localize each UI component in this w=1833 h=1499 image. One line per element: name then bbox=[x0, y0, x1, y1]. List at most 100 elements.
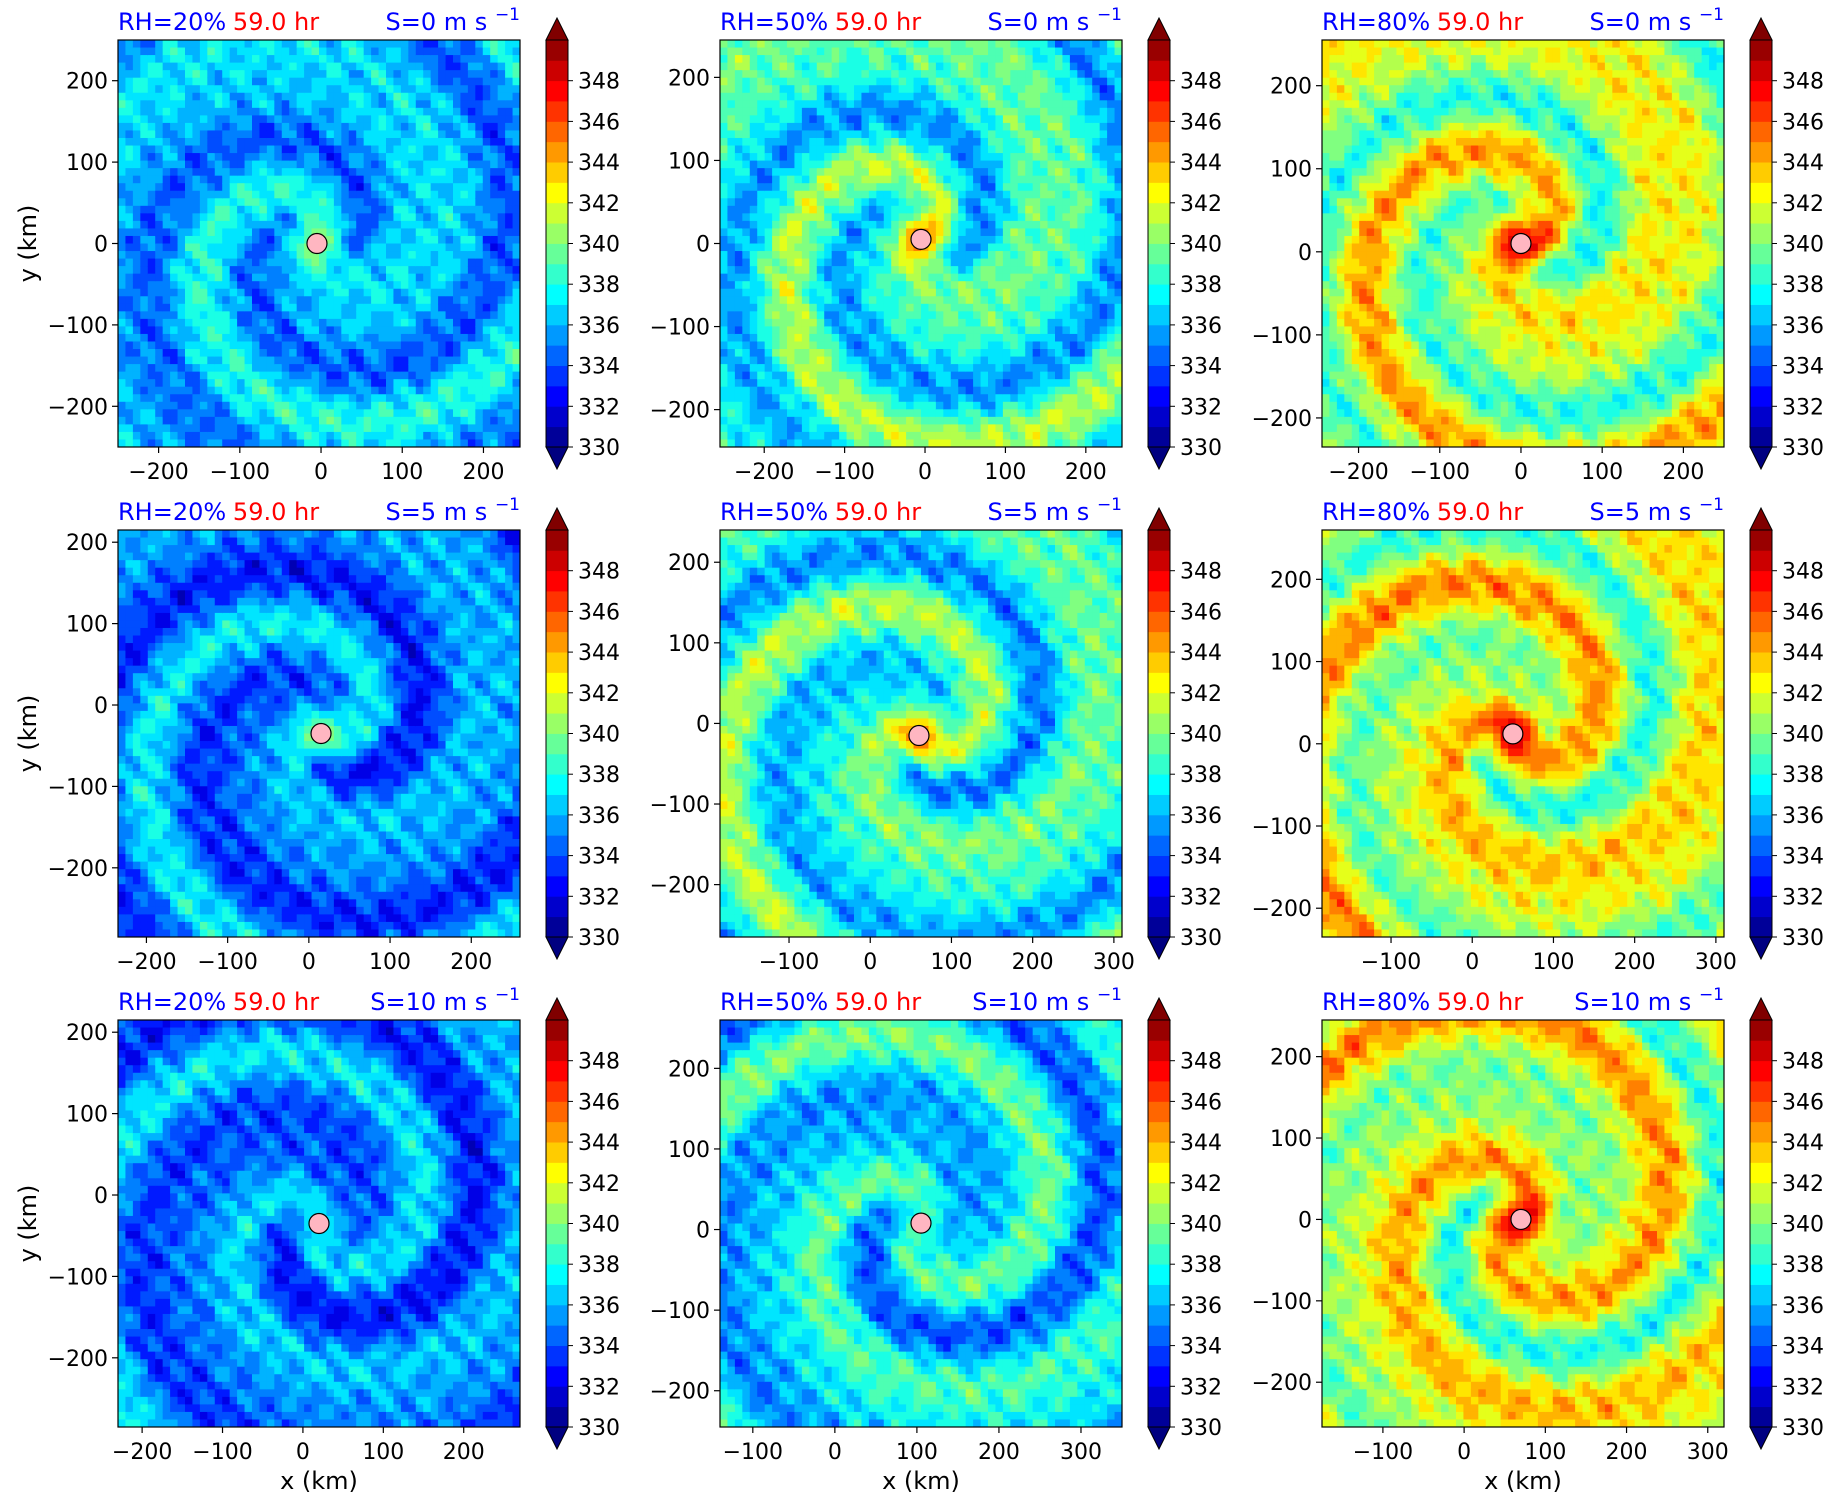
heatmap-cell bbox=[363, 288, 372, 297]
heatmap-cell bbox=[749, 288, 758, 297]
heatmap-cell bbox=[453, 379, 462, 388]
heatmap-cell bbox=[505, 62, 514, 71]
heatmap-cell bbox=[876, 190, 885, 199]
heatmap-cell bbox=[913, 333, 922, 343]
heatmap-cell bbox=[408, 235, 417, 245]
heatmap-cell bbox=[475, 122, 484, 132]
heatmap-cell bbox=[356, 183, 365, 192]
heatmap-cell bbox=[973, 145, 982, 154]
heatmap-cell bbox=[147, 40, 156, 49]
heatmap-cell bbox=[482, 137, 491, 147]
heatmap-cell bbox=[505, 303, 514, 312]
heatmap-cell bbox=[482, 296, 491, 305]
heatmap-cell bbox=[973, 431, 982, 441]
heatmap-cell bbox=[787, 213, 796, 222]
heatmap-cell bbox=[831, 145, 840, 154]
heatmap-cell bbox=[393, 243, 402, 252]
heatmap-cell bbox=[883, 258, 892, 267]
heatmap-cell bbox=[155, 364, 164, 373]
heatmap-cell bbox=[378, 205, 387, 214]
heatmap-cell bbox=[266, 235, 275, 245]
heatmap-cell bbox=[244, 122, 253, 132]
heatmap-cell bbox=[749, 394, 758, 403]
heatmap-cell bbox=[846, 235, 855, 245]
heatmap-cell bbox=[170, 198, 179, 207]
heatmap-cell bbox=[816, 190, 825, 199]
heatmap-cell bbox=[883, 386, 892, 395]
heatmap-cell bbox=[906, 401, 915, 410]
heatmap-cell bbox=[118, 137, 127, 147]
heatmap-cell bbox=[266, 62, 275, 71]
heatmap-cell bbox=[125, 235, 134, 245]
heatmap-cell bbox=[906, 205, 915, 214]
heatmap-cell bbox=[490, 115, 499, 124]
heatmap-cell bbox=[445, 107, 454, 116]
heatmap-cell bbox=[868, 326, 877, 335]
heatmap-cell bbox=[943, 266, 952, 275]
heatmap-cell bbox=[155, 168, 164, 177]
heatmap-cell bbox=[445, 70, 454, 79]
heatmap-cell bbox=[430, 85, 439, 94]
heatmap-cell bbox=[861, 303, 870, 312]
heatmap-cell bbox=[371, 439, 380, 447]
heatmap-cell bbox=[400, 145, 409, 154]
heatmap-cell bbox=[400, 168, 409, 177]
heatmap-cell bbox=[772, 431, 781, 441]
heatmap-cell bbox=[854, 115, 863, 124]
heatmap-cell bbox=[958, 190, 967, 199]
heatmap-cell bbox=[475, 318, 484, 328]
heatmap-cell bbox=[935, 386, 944, 395]
heatmap-cell bbox=[460, 145, 469, 154]
heatmap-cell bbox=[304, 62, 313, 71]
heatmap-cell bbox=[861, 431, 870, 441]
heatmap-cell bbox=[237, 213, 246, 222]
heatmap-cell bbox=[393, 371, 402, 380]
heatmap-cell bbox=[831, 92, 840, 101]
heatmap-cell bbox=[311, 168, 320, 177]
heatmap-cell bbox=[794, 70, 803, 79]
heatmap-cell bbox=[438, 205, 447, 214]
heatmap-cell bbox=[868, 431, 877, 441]
heatmap-cell bbox=[386, 371, 395, 380]
heatmap-cell bbox=[319, 258, 328, 267]
heatmap-cell bbox=[453, 296, 462, 305]
heatmap-cell bbox=[965, 220, 974, 230]
heatmap-cell bbox=[950, 160, 959, 169]
heatmap-cell bbox=[378, 266, 387, 275]
heatmap-cell bbox=[341, 416, 350, 425]
heatmap-cell bbox=[883, 266, 892, 275]
heatmap-cell bbox=[415, 145, 424, 154]
heatmap-cell bbox=[720, 281, 729, 290]
heatmap-cell bbox=[749, 205, 758, 214]
heatmap-cell bbox=[505, 439, 514, 447]
heatmap-cell bbox=[935, 130, 944, 139]
heatmap-cell bbox=[281, 251, 290, 260]
heatmap-cell bbox=[973, 243, 982, 252]
heatmap-cell bbox=[326, 175, 335, 184]
heatmap-cell bbox=[192, 220, 201, 230]
heatmap-cell bbox=[244, 205, 253, 214]
heatmap-cell bbox=[185, 235, 194, 245]
heatmap-cell bbox=[861, 55, 870, 64]
heatmap-cell bbox=[400, 160, 409, 169]
heatmap-cell bbox=[861, 122, 870, 132]
heatmap-cell bbox=[386, 281, 395, 290]
heatmap-cell bbox=[727, 288, 736, 297]
heatmap-cell bbox=[259, 62, 268, 71]
heatmap-cell bbox=[393, 107, 402, 116]
heatmap-cell bbox=[363, 326, 372, 335]
heatmap-cell bbox=[147, 318, 156, 328]
heatmap-cell bbox=[988, 303, 997, 312]
heatmap-cell bbox=[430, 439, 439, 447]
heatmap-cell bbox=[720, 251, 729, 260]
heatmap-cell bbox=[727, 386, 736, 395]
heatmap-cell bbox=[906, 115, 915, 124]
heatmap-cell bbox=[854, 190, 863, 199]
heatmap-cell bbox=[281, 416, 290, 425]
heatmap-cell bbox=[779, 311, 788, 320]
heatmap-cell bbox=[505, 70, 514, 79]
heatmap-cell bbox=[378, 401, 387, 410]
heatmap-cell bbox=[445, 77, 454, 86]
heatmap-cell bbox=[289, 145, 298, 154]
heatmap-cell bbox=[341, 175, 350, 184]
